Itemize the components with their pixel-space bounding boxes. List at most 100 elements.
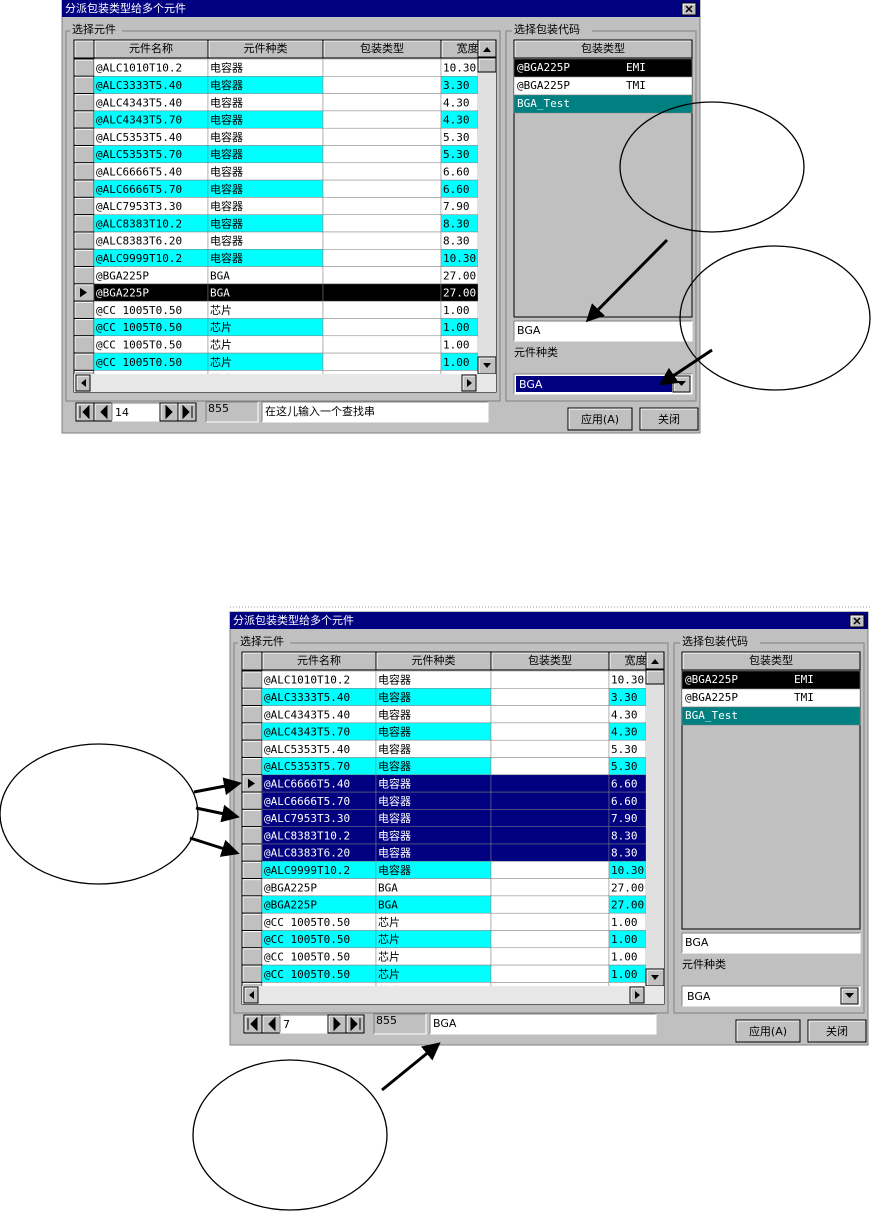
- cell-text[interactable]: 芯片: [210, 303, 232, 317]
- header-cell[interactable]: [608, 652, 646, 671]
- cell-text[interactable]: @ALC9999T10.2: [96, 252, 182, 265]
- row-indicator[interactable]: [74, 110, 95, 129]
- cell-text[interactable]: 电容器: [378, 846, 411, 860]
- cell-text[interactable]: @CC 1005T0.50: [96, 356, 182, 369]
- scroll-thumb[interactable]: [477, 57, 497, 73]
- row-indicator[interactable]: [74, 248, 95, 268]
- row-indicator[interactable]: [74, 352, 95, 371]
- cell-text[interactable]: 芯片: [210, 355, 232, 369]
- cell-text[interactable]: @ALC7953T3.30: [96, 200, 182, 213]
- search-field[interactable]: 在这儿输入一个查找串: [265, 404, 375, 418]
- row-indicator[interactable]: [74, 214, 95, 233]
- cell-text[interactable]: 1.00: [443, 356, 470, 369]
- cell-text[interactable]: @ALC9999T10.2: [264, 864, 350, 877]
- cell-text[interactable]: 1.00: [611, 916, 638, 929]
- row-indicator[interactable]: [242, 722, 263, 741]
- cell-text[interactable]: 27.00: [443, 269, 476, 282]
- cell-text[interactable]: 电容器: [210, 164, 243, 178]
- row-indicator[interactable]: [242, 739, 263, 758]
- cell-text[interactable]: 4.30: [611, 708, 638, 721]
- cell-text[interactable]: @ALC7953T3.30: [264, 812, 350, 825]
- cell-text[interactable]: 7.90: [443, 200, 470, 213]
- cell-text[interactable]: 电容器: [210, 182, 243, 196]
- cell-text[interactable]: 电容器: [378, 811, 411, 825]
- cell-text[interactable]: 电容器: [210, 61, 243, 75]
- cell-text[interactable]: 电容器: [378, 742, 411, 756]
- cell-text[interactable]: 电容器: [378, 725, 411, 739]
- cell-text[interactable]: @CC 1005T0.50: [264, 968, 350, 981]
- row-indicator[interactable]: [242, 826, 263, 845]
- cell-text[interactable]: 电容器: [210, 113, 243, 127]
- row-indicator[interactable]: [242, 895, 263, 914]
- cell-text[interactable]: 1.00: [443, 304, 470, 317]
- scroll-thumb[interactable]: [645, 669, 665, 685]
- cell-text[interactable]: 3.30: [443, 79, 470, 92]
- cell-text[interactable]: 芯片: [378, 932, 400, 946]
- row-indicator[interactable]: [242, 912, 263, 932]
- row-indicator[interactable]: [242, 843, 263, 862]
- cell-text[interactable]: 芯片: [378, 984, 400, 998]
- row-indicator[interactable]: [242, 947, 263, 966]
- cell-text[interactable]: 电容器: [378, 794, 411, 808]
- cell-text[interactable]: 8.30: [611, 847, 638, 860]
- cell-text[interactable]: 电容器: [210, 78, 243, 92]
- cell-text[interactable]: @ALC6666T5.40: [96, 165, 182, 178]
- row-indicator[interactable]: [242, 878, 263, 897]
- cell-text[interactable]: @ALC6666T5.70: [96, 183, 182, 196]
- row-indicator[interactable]: [74, 127, 95, 146]
- row-indicator[interactable]: [242, 981, 263, 999]
- cell-text[interactable]: @CC 1005T0.50: [96, 321, 182, 334]
- row-indicator[interactable]: [74, 231, 95, 250]
- cell-text[interactable]: 电容器: [210, 130, 243, 144]
- cell-text[interactable]: 电容器: [210, 216, 243, 230]
- cell-text[interactable]: 1.00: [611, 968, 638, 981]
- cell-text[interactable]: 1.00: [443, 373, 470, 386]
- row-indicator[interactable]: [74, 162, 95, 181]
- kind-combo[interactable]: BGA: [687, 990, 711, 1003]
- record-field[interactable]: 14: [115, 406, 129, 419]
- cell-text[interactable]: 8.30: [443, 217, 470, 230]
- header-cell[interactable]: [681, 651, 861, 671]
- row-indicator[interactable]: [74, 369, 95, 387]
- cell-text[interactable]: @ALC5353T5.40: [96, 131, 182, 144]
- package-row[interactable]: [681, 706, 861, 726]
- cell-text[interactable]: @ALC6666T5.40: [264, 777, 350, 790]
- cell-text[interactable]: 8.30: [611, 829, 638, 842]
- cell-text[interactable]: @ALC5353T5.70: [96, 148, 182, 161]
- cell-text[interactable]: @ALC3333T5.40: [96, 79, 182, 92]
- cell-text[interactable]: 6.60: [443, 183, 470, 196]
- row-indicator[interactable]: [74, 75, 95, 95]
- cell-text[interactable]: 8.30: [443, 235, 470, 248]
- cell-text[interactable]: 7.90: [611, 812, 638, 825]
- cell-text[interactable]: 电容器: [378, 776, 411, 790]
- row-indicator[interactable]: [242, 791, 263, 810]
- cell-text[interactable]: 芯片: [210, 320, 232, 334]
- cell-text[interactable]: @CC 1005T0.50: [96, 373, 182, 386]
- cell-text[interactable]: BGA: [378, 899, 398, 912]
- cell-text[interactable]: @ALC4343T5.40: [96, 96, 182, 109]
- row-indicator[interactable]: [74, 93, 95, 112]
- cell-text[interactable]: 5.30: [611, 760, 638, 773]
- cell-text[interactable]: 1.00: [443, 321, 470, 334]
- row-indicator[interactable]: [242, 964, 263, 983]
- cell-text[interactable]: 10.30: [611, 864, 644, 877]
- cell-text[interactable]: BGA: [210, 287, 230, 300]
- cell-text[interactable]: 6.60: [443, 165, 470, 178]
- cell-text[interactable]: 1.00: [611, 933, 638, 946]
- cell-text[interactable]: 3.30: [611, 691, 638, 704]
- cell-text[interactable]: 芯片: [378, 949, 400, 963]
- cell-text[interactable]: @ALC5353T5.70: [264, 760, 350, 773]
- cell-text[interactable]: @ALC1010T10.2: [96, 62, 182, 75]
- cell-text[interactable]: 电容器: [210, 95, 243, 109]
- cell-text[interactable]: 电容器: [378, 759, 411, 773]
- cell-text[interactable]: 芯片: [210, 372, 232, 386]
- row-indicator[interactable]: [242, 808, 263, 828]
- cell-text[interactable]: @BGA225P: [96, 269, 149, 282]
- header-cell[interactable]: [513, 39, 693, 59]
- cell-text[interactable]: 电容器: [210, 147, 243, 161]
- cell-text[interactable]: 4.30: [443, 114, 470, 127]
- cell-text[interactable]: 电容器: [378, 828, 411, 842]
- cell-text[interactable]: @ALC4343T5.70: [96, 114, 182, 127]
- button[interactable]: [567, 407, 633, 431]
- cell-text[interactable]: 27.00: [611, 881, 644, 894]
